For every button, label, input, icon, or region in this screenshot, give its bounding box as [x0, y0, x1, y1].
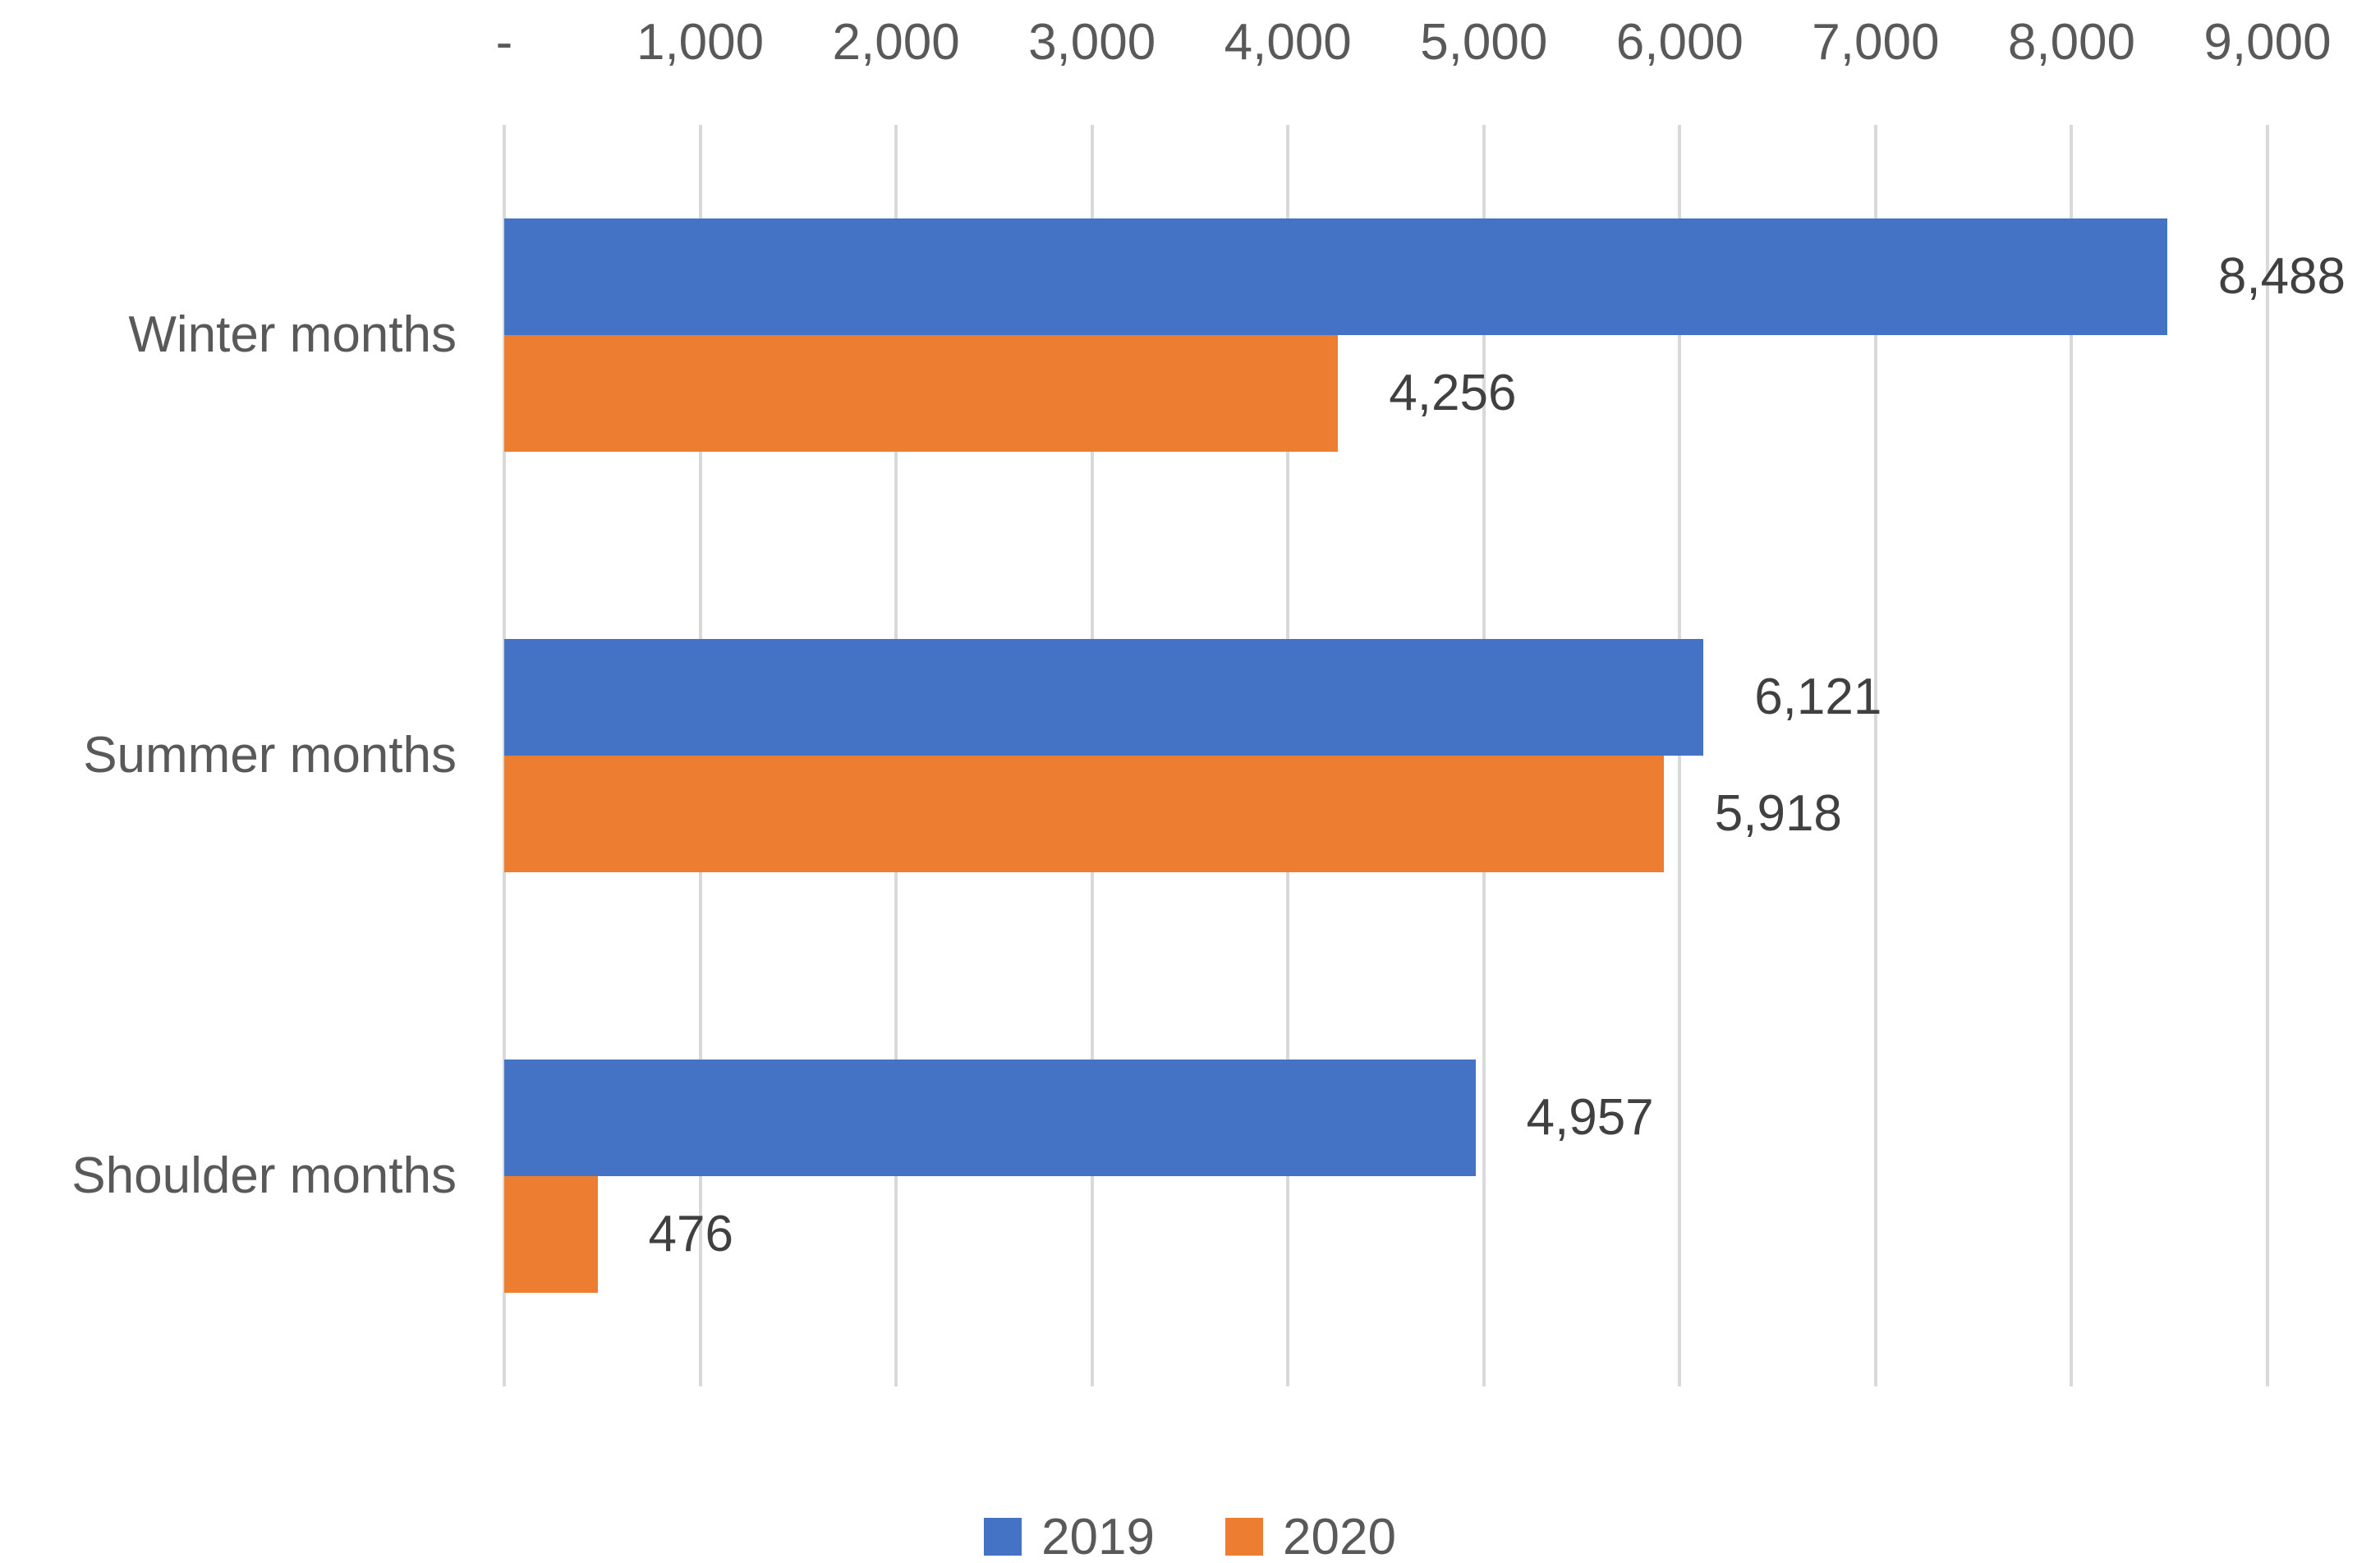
- legend-label: 2020: [1283, 1508, 1396, 1563]
- value-label: 5,918: [1714, 785, 1842, 842]
- value-label: 4,957: [1526, 1089, 1654, 1146]
- gridline: [1678, 125, 1682, 1386]
- x-axis-tick-label: 6,000: [1615, 14, 1744, 71]
- x-axis-tick-label: -: [495, 14, 513, 71]
- value-label: 476: [648, 1206, 733, 1262]
- legend-swatch-2020: [1225, 1518, 1263, 1556]
- legend-item-2020: 2020: [1225, 1508, 1396, 1563]
- x-axis-tick-label: 2,000: [832, 14, 960, 71]
- value-label: 8,488: [2217, 248, 2346, 305]
- x-axis-tick-label: 8,000: [2007, 14, 2136, 71]
- category-label: Winter months: [128, 306, 457, 363]
- gridline: [1873, 125, 1877, 1386]
- bar-2019-shoulder-months: [504, 1060, 1476, 1176]
- x-axis-tick-label: 9,000: [2203, 14, 2332, 71]
- legend-label: 2019: [1041, 1508, 1155, 1563]
- legend-item-2019: 2019: [984, 1508, 1155, 1563]
- gridline: [2266, 125, 2269, 1386]
- x-axis-tick-label: 4,000: [1224, 14, 1352, 71]
- x-axis-tick-label: 7,000: [1812, 14, 1940, 71]
- bar-2020-winter-months: [504, 335, 1339, 452]
- bar-2019-winter-months: [504, 218, 2167, 335]
- value-label: 4,256: [1389, 365, 1517, 421]
- category-label: Summer months: [83, 727, 457, 784]
- value-label: 6,121: [1754, 669, 1882, 725]
- bar-2020-summer-months: [504, 756, 1664, 872]
- bar-2019-summer-months: [504, 639, 1704, 756]
- x-axis-tick-label: 5,000: [1420, 14, 1548, 71]
- x-axis-tick-label: 3,000: [1028, 14, 1156, 71]
- gridline: [2070, 125, 2074, 1386]
- legend: 2019 2020: [0, 1500, 2380, 1563]
- legend-swatch-2019: [984, 1518, 1022, 1556]
- bar-2020-shoulder-months: [504, 1176, 598, 1293]
- category-label: Shoulder months: [71, 1147, 457, 1204]
- x-axis-tick-label: 1,000: [636, 14, 765, 71]
